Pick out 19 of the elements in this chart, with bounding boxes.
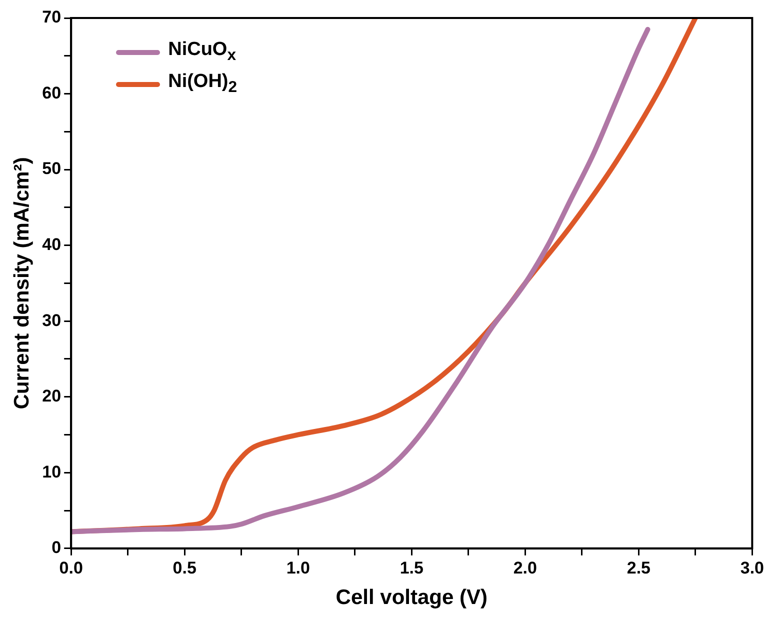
legend-label: NiCuO$_{x}$ xyxy=(168,39,236,65)
y-tick-label: 10 xyxy=(42,462,62,482)
x-tick-label: 1.0 xyxy=(286,558,310,578)
y-tick-label: 70 xyxy=(42,8,62,27)
x-tick-label: 0.0 xyxy=(59,558,83,578)
x-tick-label: 0.5 xyxy=(172,558,196,578)
y-axis-title: Current density (mA/cm²) xyxy=(10,157,34,410)
y-tick-label: 40 xyxy=(42,235,62,254)
y-tick-label: 30 xyxy=(42,310,62,330)
x-tick-label: 2.0 xyxy=(513,558,537,578)
legend-label: Ni(OH)$_{2}$ xyxy=(168,71,238,97)
y-tick-label: 0 xyxy=(52,538,62,558)
x-tick-label: 2.5 xyxy=(626,558,650,578)
y-tick-label: 20 xyxy=(42,386,62,406)
x-tick-label: 1.5 xyxy=(400,558,424,578)
y-tick-label: 60 xyxy=(42,83,62,102)
y-tick-label: 50 xyxy=(42,159,62,178)
x-tick-label: 3.0 xyxy=(740,558,764,578)
x-axis-title: Cell voltage (V) xyxy=(336,586,488,610)
